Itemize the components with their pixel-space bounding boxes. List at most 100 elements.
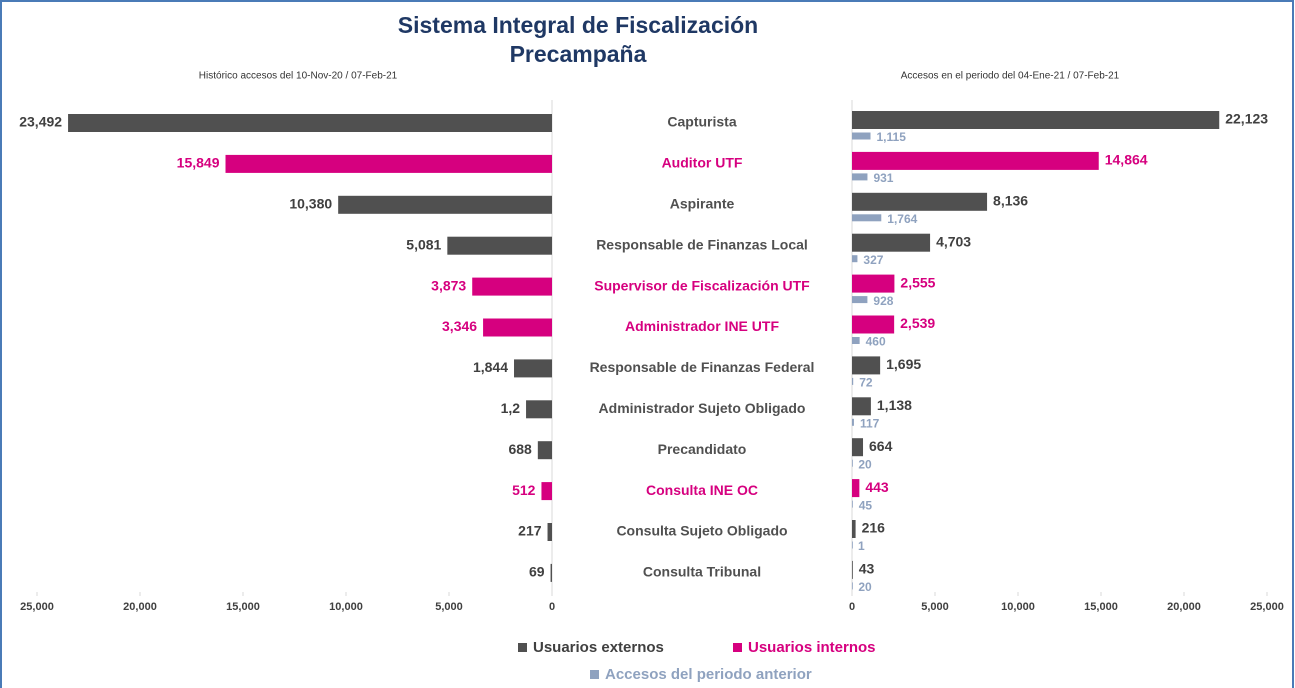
value-label: 117 bbox=[860, 416, 880, 430]
x-tick-label: 5,000 bbox=[921, 601, 949, 613]
bar bbox=[852, 377, 854, 385]
value-label: 10,380 bbox=[289, 196, 332, 212]
value-label: 1,764 bbox=[887, 212, 917, 226]
bar bbox=[852, 560, 853, 579]
legend-swatch bbox=[518, 643, 527, 652]
bar bbox=[852, 151, 1099, 170]
value-label: 688 bbox=[508, 441, 532, 457]
legend-label: Usuarios internos bbox=[748, 639, 876, 656]
value-label: 512 bbox=[512, 482, 536, 498]
value-label: 3,873 bbox=[431, 277, 466, 293]
x-tick-label: 25,000 bbox=[1250, 601, 1284, 613]
bar bbox=[852, 500, 853, 508]
value-label: 460 bbox=[866, 335, 886, 349]
value-label: 664 bbox=[869, 438, 893, 454]
bar bbox=[852, 356, 881, 375]
bar bbox=[852, 582, 853, 590]
bar bbox=[852, 459, 853, 467]
bar bbox=[338, 195, 552, 214]
category-label: Consulta INE OC bbox=[646, 482, 758, 498]
bar bbox=[852, 173, 868, 181]
value-label: 5,081 bbox=[406, 236, 441, 252]
category-label: Consulta Sujeto Obligado bbox=[616, 523, 787, 539]
value-label: 45 bbox=[859, 498, 873, 512]
value-label: 931 bbox=[873, 171, 893, 185]
bar bbox=[547, 523, 552, 541]
panel-subtitle: Histórico accesos del 10-Nov-20 / 07-Feb… bbox=[199, 71, 398, 82]
category-label: Precandidato bbox=[658, 441, 747, 457]
bar bbox=[852, 438, 864, 457]
x-tick-label: 10,000 bbox=[329, 601, 363, 613]
category-label: Consulta Tribunal bbox=[643, 564, 761, 580]
value-label: 69 bbox=[529, 564, 545, 580]
bar bbox=[514, 359, 552, 378]
value-label: 928 bbox=[873, 294, 893, 308]
value-label: 1,138 bbox=[877, 397, 912, 413]
x-tick-label: 15,000 bbox=[1084, 601, 1118, 613]
value-label: 8,136 bbox=[993, 193, 1028, 209]
bar bbox=[526, 400, 552, 419]
value-label: 20 bbox=[858, 457, 872, 471]
bar bbox=[852, 315, 895, 334]
x-tick-label: 5,000 bbox=[435, 601, 463, 613]
value-label: 327 bbox=[863, 253, 883, 267]
value-label: 2,539 bbox=[900, 315, 935, 331]
value-label: 216 bbox=[862, 520, 886, 536]
value-label: 22,123 bbox=[1225, 111, 1268, 127]
x-tick-label: 0 bbox=[849, 601, 855, 613]
bar bbox=[68, 114, 553, 132]
legend-label: Accesos del periodo anterior bbox=[605, 666, 812, 683]
value-label: 3,346 bbox=[442, 318, 477, 334]
value-label: 1,115 bbox=[877, 130, 907, 144]
legend-swatch bbox=[590, 670, 599, 679]
x-tick-label: 20,000 bbox=[1167, 601, 1201, 613]
bar bbox=[852, 418, 854, 426]
value-label: 1,695 bbox=[886, 356, 921, 372]
value-label: 15,849 bbox=[177, 155, 220, 171]
bar bbox=[852, 132, 871, 140]
value-label: 72 bbox=[859, 376, 873, 390]
chart-subtitle: Precampaña bbox=[510, 41, 647, 67]
bar bbox=[852, 337, 860, 344]
category-label: Capturista bbox=[667, 114, 736, 130]
bar bbox=[447, 236, 552, 255]
bar bbox=[852, 541, 853, 549]
bar bbox=[852, 479, 860, 498]
x-tick-label: 20,000 bbox=[123, 601, 157, 613]
bar bbox=[541, 482, 552, 501]
category-label: Auditor UTF bbox=[662, 155, 743, 171]
category-label: Administrador INE UTF bbox=[625, 318, 779, 334]
value-label: 1,2 bbox=[501, 400, 521, 416]
x-tick-label: 10,000 bbox=[1001, 601, 1035, 613]
value-label: 2,555 bbox=[900, 274, 935, 290]
bar bbox=[852, 296, 868, 304]
x-tick-label: 25,000 bbox=[20, 601, 54, 613]
bar bbox=[225, 154, 552, 173]
bar bbox=[472, 277, 552, 296]
value-label: 43 bbox=[859, 561, 875, 577]
bar bbox=[852, 274, 895, 293]
chart-title: Sistema Integral de Fiscalización bbox=[398, 12, 758, 38]
bar bbox=[537, 441, 552, 460]
panel-subtitle: Accesos en el periodo del 04-Ene-21 / 07… bbox=[901, 71, 1120, 82]
bar bbox=[852, 233, 931, 252]
category-label: Responsable de Finanzas Federal bbox=[590, 359, 815, 375]
value-label: 4,703 bbox=[936, 233, 971, 249]
legend-label: Usuarios externos bbox=[533, 639, 664, 656]
category-label: Administrador Sujeto Obligado bbox=[599, 400, 806, 416]
category-label: Responsable de Finanzas Local bbox=[596, 236, 808, 252]
value-label: 14,864 bbox=[1105, 152, 1148, 168]
bar bbox=[852, 397, 871, 416]
bar bbox=[483, 318, 552, 337]
value-label: 1 bbox=[858, 539, 865, 553]
value-label: 23,492 bbox=[19, 114, 62, 130]
bar bbox=[852, 520, 856, 538]
value-label: 1,844 bbox=[473, 359, 508, 375]
bar bbox=[852, 255, 858, 263]
legend-swatch bbox=[733, 643, 742, 652]
x-tick-label: 15,000 bbox=[226, 601, 260, 613]
value-label: 217 bbox=[518, 523, 542, 539]
